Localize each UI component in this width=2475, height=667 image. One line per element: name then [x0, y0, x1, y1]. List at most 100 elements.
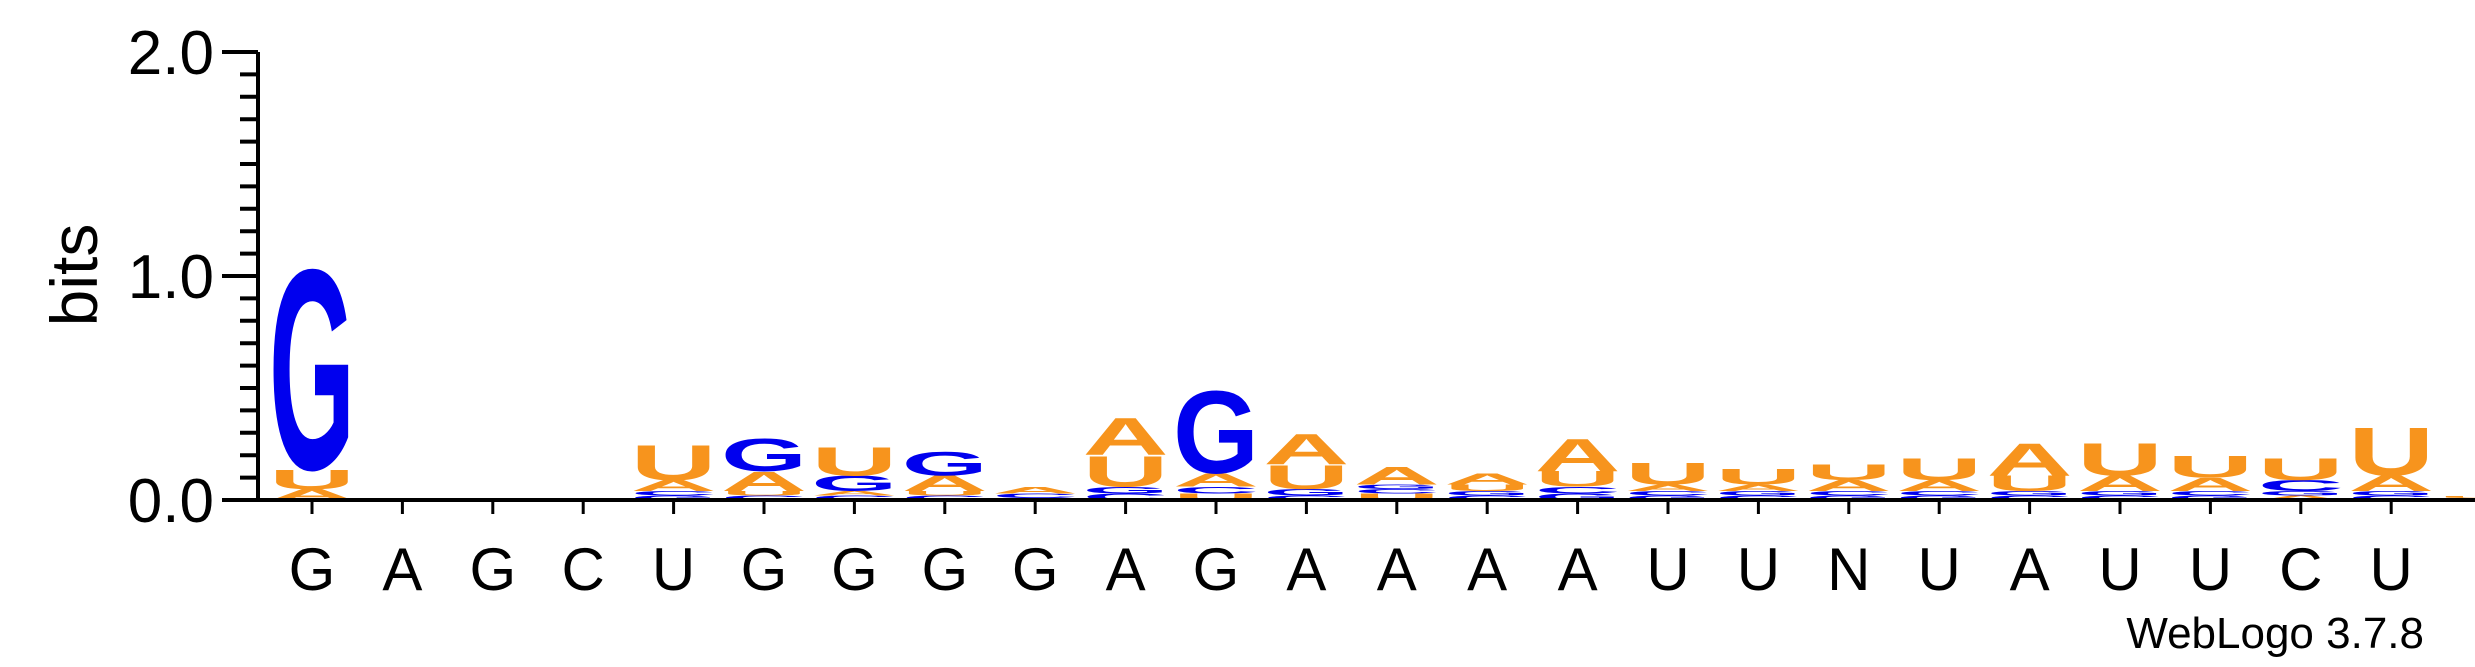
- logo-letter-C: C: [902, 494, 988, 501]
- logo-letter-A: A: [2258, 494, 2344, 501]
- logo-letter-G: G: [2258, 490, 2344, 497]
- svg-text:A: A: [1625, 483, 1711, 493]
- logo-letter-U: U: [1987, 472, 2073, 496]
- svg-text:U: U: [902, 490, 988, 497]
- logo-letter-C: C: [2348, 494, 2434, 501]
- svg-text:G: G: [811, 472, 897, 496]
- letter-stacks: AUGAGGCAUCUAGCAGUCUAGUCACGUAUCAGCGUAUCGA…: [269, 210, 2475, 530]
- logo-letter-U: U: [811, 439, 897, 484]
- svg-text:G: G: [1806, 494, 1892, 501]
- logo-letter-A: A: [1987, 434, 2073, 486]
- consensus-label: A: [1558, 536, 1598, 603]
- logo-letter-G: G: [811, 472, 897, 496]
- svg-text:U: U: [269, 464, 355, 495]
- logo-letter-C: C: [1173, 485, 1259, 495]
- svg-text:G: G: [269, 210, 355, 530]
- svg-text:A: A: [1173, 470, 1259, 491]
- y-tick-label: 2.0: [128, 19, 214, 88]
- logo-letter-A: A: [2167, 474, 2253, 495]
- consensus-label: G: [1193, 536, 1240, 603]
- logo-letter-U: U: [721, 490, 807, 497]
- consensus-label: G: [741, 536, 788, 603]
- svg-text:C: C: [1625, 490, 1711, 497]
- svg-text:U: U: [2167, 450, 2253, 485]
- svg-text:U: U: [1625, 457, 1711, 492]
- svg-text:A: A: [1535, 429, 1621, 481]
- svg-text:G: G: [2167, 494, 2253, 501]
- svg-text:U: U: [1715, 465, 1801, 489]
- svg-text:C: C: [721, 494, 807, 501]
- svg-text:C: C: [2167, 490, 2253, 497]
- svg-text:U: U: [811, 439, 897, 484]
- logo-letter-A: A: [721, 466, 807, 497]
- svg-text:A: A: [1444, 470, 1530, 487]
- logo-letter-A: A: [1715, 483, 1801, 493]
- logo-letter-A: A: [811, 490, 897, 497]
- logo-letter-C: C: [2167, 490, 2253, 497]
- logo-letter-C: C: [992, 492, 1078, 499]
- svg-text:A: A: [631, 477, 717, 494]
- logo-letter-U: U: [1354, 492, 1440, 502]
- logo-letter-A: A: [631, 477, 717, 494]
- logo-letter-U: U: [1444, 483, 1530, 493]
- logo-letter-A: A: [1625, 483, 1711, 493]
- logo-letter-A: A: [1354, 462, 1440, 490]
- svg-text:U: U: [2348, 413, 2434, 490]
- weblogo-credit: WebLogo 3.7.8: [2126, 609, 2424, 658]
- logo-letter-C: C: [2077, 494, 2163, 501]
- logo-letter-A: A: [2348, 472, 2434, 496]
- consensus-label: U: [2370, 536, 2413, 603]
- logo-letter-U: U: [1083, 448, 1169, 496]
- logo-letter-U: U: [902, 490, 988, 497]
- logo-letter-G: G: [1535, 492, 1621, 502]
- logo-letter-G: G: [902, 444, 988, 483]
- logo-letter-G: G: [721, 429, 807, 481]
- svg-text:C: C: [811, 494, 897, 501]
- y-tick-label: 1.0: [128, 243, 214, 312]
- svg-text:C: C: [2258, 477, 2344, 494]
- svg-text:C: C: [1715, 494, 1801, 501]
- svg-text:A: A: [2167, 474, 2253, 495]
- svg-text:U: U: [1896, 452, 1982, 487]
- svg-text:C: C: [1263, 494, 1349, 501]
- svg-text:C: C: [631, 490, 717, 497]
- logo-letter-U: U: [2258, 452, 2344, 487]
- logo-letter-A: A: [1444, 470, 1530, 487]
- consensus-label: C: [2279, 536, 2322, 603]
- svg-text:U: U: [1083, 448, 1169, 496]
- logo-letter-C: C: [1715, 494, 1801, 501]
- logo-letter-G: G: [1896, 494, 1982, 501]
- logo-letter-C: C: [1444, 494, 1530, 501]
- logo-letter-G: G: [2167, 494, 2253, 501]
- svg-text:C: C: [1354, 488, 1440, 495]
- logo-letter-U: U: [1896, 452, 1982, 487]
- logo-letter-G: G: [1987, 490, 2073, 497]
- svg-text:C: C: [1173, 485, 1259, 495]
- svg-text:C: C: [902, 494, 988, 501]
- logo-letter-G: G: [1625, 494, 1711, 501]
- svg-text:U: U: [1535, 467, 1621, 491]
- logo-letter-U: U: [1173, 492, 1259, 502]
- logo-letter-A: A: [992, 485, 1078, 495]
- svg-text:A: A: [1083, 407, 1169, 467]
- svg-text:U: U: [1173, 492, 1259, 502]
- consensus-label: A: [1377, 536, 1417, 603]
- y-tick-label: 0.0: [128, 467, 214, 536]
- svg-text:A: A: [2077, 472, 2163, 496]
- logo-letter-U: U: [2348, 413, 2434, 490]
- logo-letter-U: U: [631, 435, 717, 490]
- svg-text:A: A: [1806, 477, 1892, 494]
- svg-text:G: G: [2077, 490, 2163, 497]
- logo-letter-C: C: [1806, 490, 1892, 497]
- svg-text:G: G: [1987, 490, 2073, 497]
- logo-letter-A: A: [1173, 470, 1259, 491]
- svg-text:U: U: [2439, 495, 2475, 498]
- svg-text:U: U: [1444, 483, 1530, 493]
- consensus-label: G: [921, 536, 968, 603]
- logo-letter-C: C: [1987, 494, 2073, 501]
- logo-letter-G: G: [1083, 485, 1169, 495]
- consensus-label: U: [2189, 536, 2232, 603]
- svg-text:C: C: [1535, 485, 1621, 495]
- logo-letter-U: U: [1263, 458, 1349, 497]
- logo-letter-A: A: [1896, 477, 1982, 494]
